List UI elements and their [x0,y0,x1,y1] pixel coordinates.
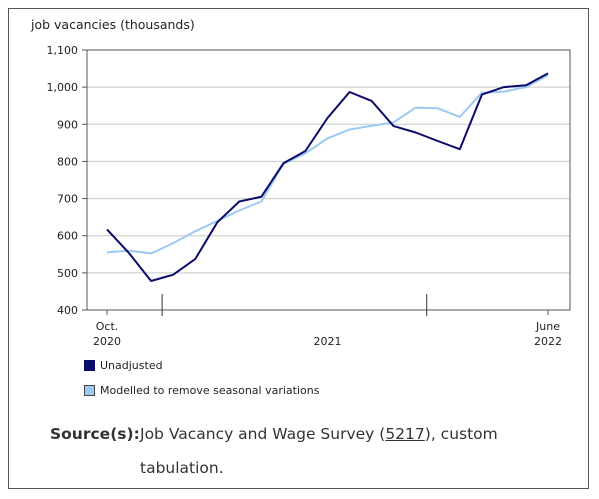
y-tick-label: 500 [57,267,78,280]
legend-label-unadjusted: Unadjusted [100,359,163,372]
legend-label-seasonal: Modelled to remove seasonal variations [100,384,320,397]
legend-swatch-unadjusted [84,360,95,371]
x-tick-label: 2021 [314,335,342,348]
x-ticks: Oct. 2020 2021 June 2022 [93,310,562,348]
source-link[interactable]: 5217 [385,425,425,443]
y-axis-label: job vacancies (thousands) [30,17,195,32]
y-tick-label: 800 [57,155,78,168]
y-tick-label: 400 [57,304,78,317]
legend-swatch-seasonal [84,385,95,396]
y-tick-label: 600 [57,230,78,243]
y-tick-label: 1,000 [47,81,79,94]
x-tick-label: 2022 [534,335,562,348]
source-line-1: Source(s):Job Vacancy and Wage Survey (5… [50,417,498,451]
y-tick-label: 900 [57,118,78,131]
source-label: Source(s): [50,425,140,443]
y-tick-label: 700 [57,193,78,206]
y-tick-label: 1,100 [47,44,79,57]
x-tick-label: 2020 [93,335,121,348]
series-lines [106,72,549,282]
y-ticks: 400 500 600 700 800 900 1,000 1,100 [47,44,570,317]
source-line-2: tabulation. [140,459,224,477]
legend-item-seasonal: Modelled to remove seasonal variations [84,384,319,397]
source-text-after: ), custom [424,425,498,443]
chart-frame [8,8,589,489]
x-separators [161,294,428,316]
source-note: Source(s):Job Vacancy and Wage Survey (5… [50,417,498,485]
series-line-seasonal [106,74,549,255]
x-tick-label: June [535,320,560,333]
series-line-unadjusted [106,72,549,282]
x-tick-label: Oct. [96,320,119,333]
source-text-before: Job Vacancy and Wage Survey ( [140,425,386,443]
legend-item-unadjusted: Unadjusted [84,359,163,372]
plot-area [86,49,571,311]
